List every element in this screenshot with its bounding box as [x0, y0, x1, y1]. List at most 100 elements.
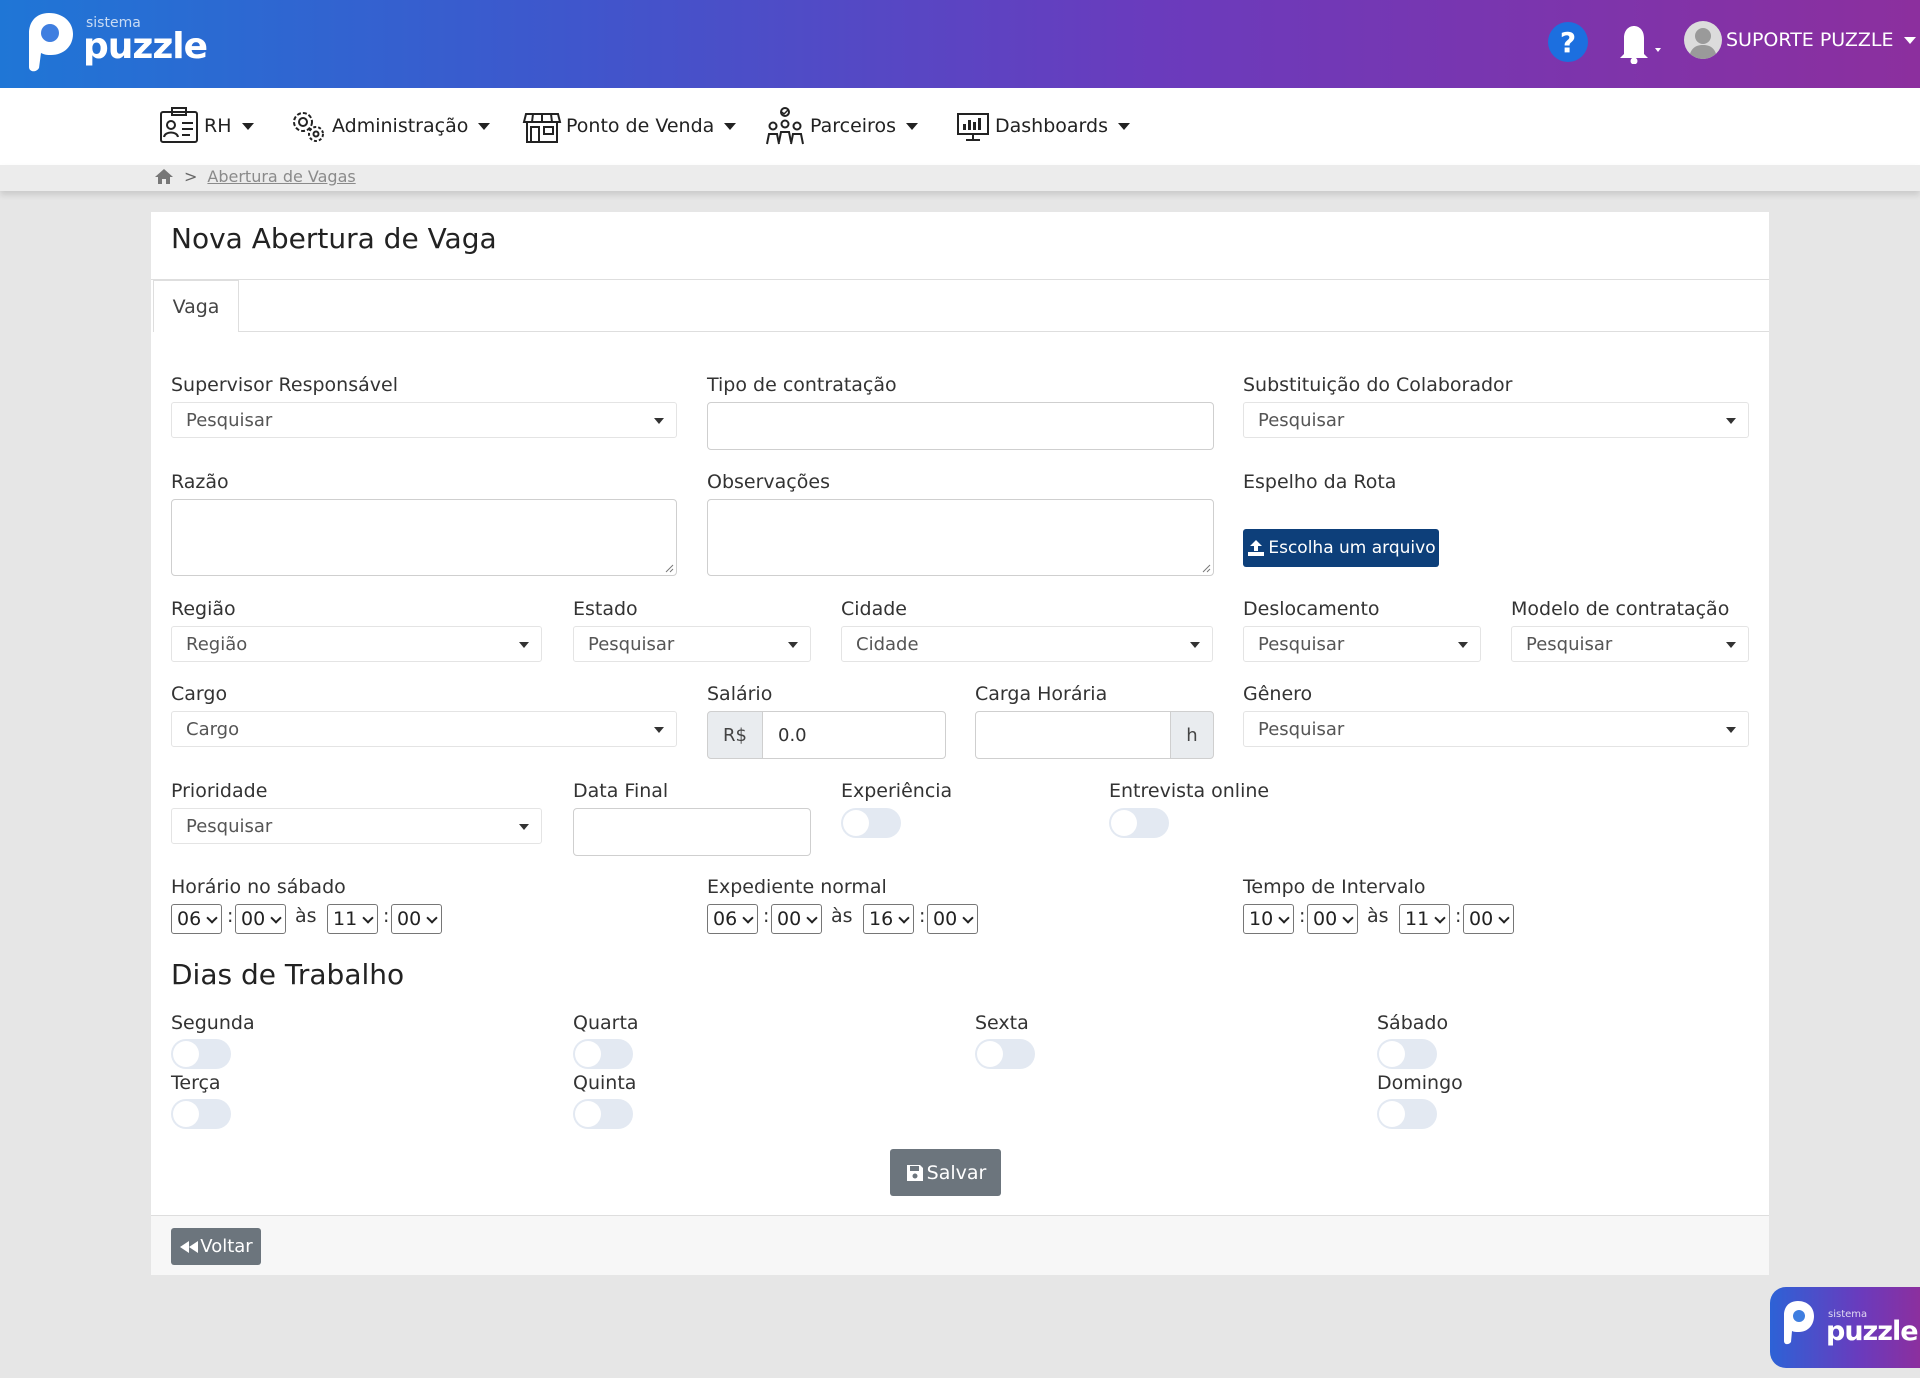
expediente-fim-minuto-select[interactable]: 00: [927, 904, 978, 934]
avatar: [1684, 21, 1722, 59]
caret-down-icon: [519, 642, 529, 648]
back-label: Voltar: [200, 1236, 253, 1257]
caret-down-icon: [1190, 642, 1200, 648]
id-card-icon: [160, 107, 198, 143]
back-button[interactable]: Voltar: [171, 1228, 261, 1265]
sabado-fim-hora-value: 11: [333, 908, 358, 930]
top-bar: sistema puzzle ? SUPORTE PUZZLE: [0, 0, 1920, 88]
help-button[interactable]: ?: [1548, 22, 1588, 62]
observacoes-textarea[interactable]: [707, 499, 1214, 576]
sabado-label: Sábado: [1377, 1012, 1449, 1034]
experiencia-toggle[interactable]: [841, 808, 901, 838]
chevron-down-icon: [478, 122, 491, 130]
sabado-inicio-minuto-value: 00: [241, 908, 266, 930]
caret-down-icon: [1726, 642, 1736, 648]
nav-parceiros-label: Parceiros: [810, 115, 896, 137]
expediente-inicio-hora-select[interactable]: 06: [707, 904, 758, 934]
puzzle-logo-icon: [29, 13, 73, 72]
modelo-contratacao-value: Pesquisar: [1526, 633, 1613, 655]
sabado-inicio-hora-select[interactable]: 06: [171, 904, 222, 934]
expediente-inicio-hora-value: 06: [713, 908, 738, 930]
substituicao-select[interactable]: Pesquisar: [1243, 402, 1749, 438]
caret-down-icon: [1726, 418, 1736, 424]
expediente-inicio-minuto-select[interactable]: 00: [771, 904, 822, 934]
quarta-toggle[interactable]: [573, 1039, 633, 1069]
breadcrumb-link-abertura-de-vagas[interactable]: Abertura de Vagas: [207, 167, 356, 186]
substituicao-label: Substituição do Colaborador: [1243, 374, 1513, 396]
chevron-down-icon: [742, 912, 754, 924]
cargo-select[interactable]: Cargo: [171, 711, 677, 747]
estado-select[interactable]: Pesquisar: [573, 626, 811, 662]
chevron-down-icon: [1903, 36, 1916, 44]
razao-label: Razão: [171, 471, 229, 493]
tab-vaga[interactable]: Vaga: [153, 280, 239, 332]
nav-parceiros[interactable]: Parceiros: [764, 104, 918, 148]
terca-toggle[interactable]: [171, 1099, 231, 1129]
prioridade-value: Pesquisar: [186, 815, 273, 837]
prioridade-select[interactable]: Pesquisar: [171, 808, 542, 844]
sexta-toggle[interactable]: [975, 1039, 1035, 1069]
carga-horaria-input[interactable]: [975, 711, 1171, 759]
colon: :: [763, 905, 770, 927]
sabado-fim-hora-select[interactable]: 11: [327, 904, 378, 934]
domingo-toggle[interactable]: [1377, 1099, 1437, 1129]
caret-down-icon: [519, 824, 529, 830]
salario-input[interactable]: 0.0: [762, 711, 946, 759]
floppy-disk-icon: [906, 1164, 923, 1181]
regiao-select[interactable]: Região: [171, 626, 542, 662]
quinta-toggle[interactable]: [573, 1099, 633, 1129]
intervalo-fim-hora-select[interactable]: 11: [1399, 904, 1450, 934]
salario-label: Salário: [707, 683, 773, 705]
segunda-label: Segunda: [171, 1012, 255, 1034]
chevron-down-icon: [1342, 912, 1354, 924]
intervalo-inicio-minuto-select[interactable]: 00: [1307, 904, 1358, 934]
resize-handle-icon[interactable]: [664, 563, 674, 573]
user-menu[interactable]: SUPORTE PUZZLE: [1684, 20, 1916, 60]
brand-big: puzzle: [83, 26, 208, 67]
intervalo-fim-minuto-select[interactable]: 00: [1463, 904, 1514, 934]
sabado-toggle[interactable]: [1377, 1039, 1437, 1069]
data-final-input[interactable]: [573, 808, 811, 856]
espelho-rota-label: Espelho da Rota: [1243, 471, 1397, 493]
breadcrumb: > Abertura de Vagas: [154, 167, 356, 186]
nav-rh[interactable]: RH: [158, 104, 254, 148]
deslocamento-select[interactable]: Pesquisar: [1243, 626, 1481, 662]
chevron-down-icon: [724, 122, 737, 130]
expediente-inicio-minuto-value: 00: [777, 908, 802, 930]
tipo-contratacao-input[interactable]: [707, 402, 1214, 450]
tempo-intervalo-label: Tempo de Intervalo: [1243, 876, 1426, 898]
home-icon[interactable]: [154, 168, 174, 185]
nav-administracao[interactable]: Administração: [288, 104, 491, 148]
quinta-label: Quinta: [573, 1072, 637, 1094]
razao-textarea[interactable]: [171, 499, 677, 576]
segunda-toggle[interactable]: [171, 1039, 231, 1069]
nav-dashboards[interactable]: Dashboards: [955, 104, 1130, 148]
expediente-fim-hora-value: 16: [869, 908, 894, 930]
modelo-contratacao-select[interactable]: Pesquisar: [1511, 626, 1749, 662]
chevron-down-icon: [1278, 912, 1290, 924]
nav-ponto-de-venda[interactable]: Ponto de Venda: [522, 104, 737, 148]
chevron-down-icon: [270, 912, 282, 924]
experiencia-label: Experiência: [841, 780, 953, 802]
chevron-down-icon: [806, 912, 818, 924]
intervalo-inicio-hora-select[interactable]: 10: [1243, 904, 1294, 934]
puzzle-widget-button[interactable]: sistema puzzle: [1770, 1287, 1920, 1368]
brand-logo[interactable]: sistema puzzle: [27, 8, 208, 76]
resize-handle-icon[interactable]: [1201, 563, 1211, 573]
expediente-fim-hora-select[interactable]: 16: [863, 904, 914, 934]
store-icon: [522, 113, 562, 143]
cidade-select[interactable]: Cidade: [841, 626, 1213, 662]
sabado-fim-minuto-select[interactable]: 00: [391, 904, 442, 934]
sabado-inicio-minuto-select[interactable]: 00: [235, 904, 286, 934]
choose-file-button[interactable]: Escolha um arquivo: [1243, 529, 1439, 567]
divider: [239, 331, 1769, 332]
colon: :: [383, 905, 390, 927]
supervisor-select[interactable]: Pesquisar: [171, 402, 677, 438]
nav-dashboards-label: Dashboards: [995, 115, 1108, 137]
brand-small: sistema: [86, 15, 141, 31]
notifications-button[interactable]: [1604, 20, 1662, 65]
entrevista-online-toggle[interactable]: [1109, 808, 1169, 838]
genero-select[interactable]: Pesquisar: [1243, 711, 1749, 747]
save-button[interactable]: Salvar: [890, 1149, 1001, 1196]
caret-down-icon: [654, 727, 664, 733]
